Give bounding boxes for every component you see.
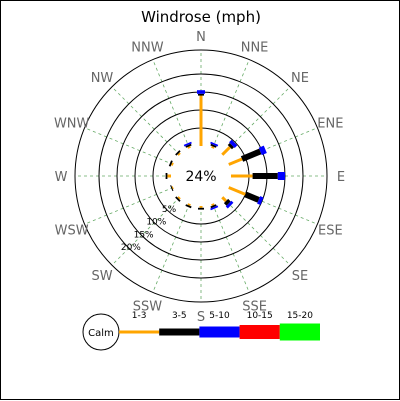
calm-center: 24%	[171, 146, 231, 206]
direction-label-ese: ESE	[318, 224, 343, 239]
legend-swatch-15-20	[280, 324, 320, 341]
spoke-se	[222, 197, 290, 265]
bar-sse-3-5	[213, 205, 214, 207]
bar-ese-1-3	[229, 187, 246, 194]
bar-nne-5-10	[214, 143, 215, 145]
chart-title: Windrose (mph)	[141, 8, 261, 26]
bar-ese-5-10	[259, 200, 262, 201]
bar-nnw-5-10	[187, 143, 188, 145]
bar-wnw-1-3	[172, 164, 174, 165]
legend-swatch-1-3	[119, 331, 159, 334]
bar-nnw-3-5	[188, 145, 189, 147]
ring-label-10-pct: 10%	[146, 218, 166, 228]
direction-label-wsw: WSW	[55, 224, 89, 239]
direction-label-w: W	[55, 170, 68, 185]
legend-range-10-15: 10-15	[247, 311, 273, 321]
bar-ene-3-5	[242, 151, 260, 159]
direction-label-nnw: NNW	[131, 41, 163, 56]
bar-ssw-3-5	[188, 205, 189, 207]
bar-sse-1-3	[212, 204, 213, 206]
direction-label-se: SE	[292, 269, 308, 284]
legend-swatch-5-10	[199, 327, 239, 338]
bar-ese-3-5	[245, 194, 258, 200]
legend-calm-label: Calm	[88, 328, 114, 339]
bar-nw-3-5	[177, 152, 178, 153]
legend-range-5-10: 5-10	[209, 311, 230, 321]
legend-swatch-10-15	[240, 325, 280, 339]
legend-range-15-20: 15-20	[287, 311, 313, 321]
bar-ene-1-3	[229, 159, 242, 165]
bar-ne-5-10	[232, 143, 235, 146]
legend-range-3-5: 3-5	[172, 311, 187, 321]
legend-swatch-3-5	[159, 329, 199, 336]
bar-nne-1-3	[212, 147, 213, 149]
spoke-nw	[112, 87, 180, 155]
direction-label-sw: SW	[91, 269, 112, 284]
direction-label-ne: NE	[291, 71, 309, 86]
ring-label-20-pct: 20%	[121, 243, 141, 253]
bar-se-3-5	[226, 201, 229, 204]
direction-label-n: N	[196, 30, 206, 45]
bar-se-1-3	[222, 197, 226, 201]
ring-label-15-pct: 15%	[134, 230, 154, 240]
bar-sw-3-5	[177, 198, 178, 199]
direction-label-nw: NW	[91, 71, 114, 86]
direction-label-wnw: WNW	[54, 116, 90, 131]
bar-nw-1-3	[179, 154, 180, 155]
bar-ne-1-3	[222, 147, 230, 155]
direction-label-e: E	[337, 170, 345, 185]
bar-nne-3-5	[213, 145, 214, 147]
bar-sse-5-10	[214, 207, 215, 209]
bar-ene-5-10	[260, 149, 265, 151]
bar-ssw-1-3	[189, 204, 190, 206]
calm-percent-label: 24%	[185, 169, 216, 185]
legend-range-1-3: 1-3	[132, 311, 147, 321]
direction-label-nne: NNE	[241, 41, 269, 56]
ring-labels: 5% 10% 15% 20%	[121, 205, 177, 253]
bar-nnw-1-3	[189, 147, 190, 149]
bar-wnw-3-5	[170, 163, 172, 164]
bar-se-5-10	[229, 204, 231, 206]
bar-ne-3-5	[230, 145, 232, 147]
direction-label-ene: ENE	[317, 116, 343, 131]
ring-label-5-pct: 5%	[162, 205, 177, 215]
bar-sw-1-3	[179, 197, 180, 198]
direction-label-s: S	[197, 310, 205, 325]
